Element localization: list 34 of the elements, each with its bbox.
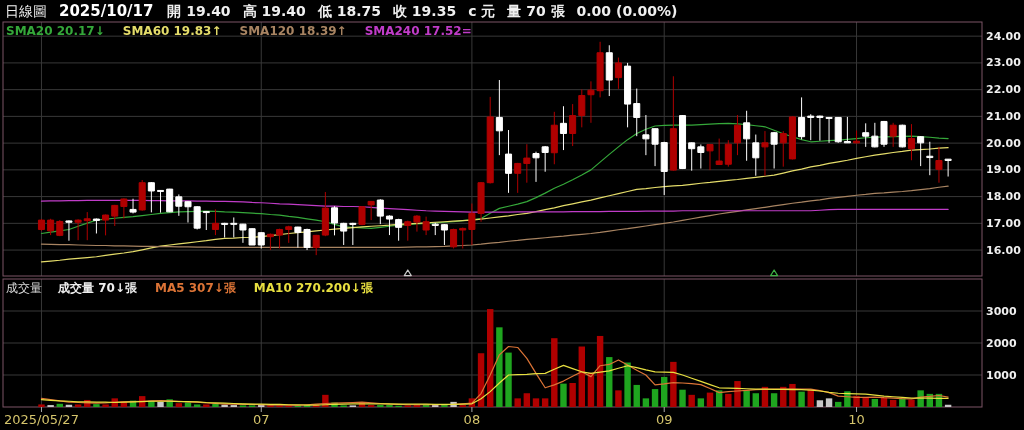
text: SMA60 19.83↑ [122, 24, 222, 38]
y-tick-label: 17.00 [986, 216, 1022, 230]
chart-title: 成交量 [6, 281, 42, 295]
text: 0.00 (0.00%) [576, 3, 678, 19]
x-tick-label: 08 [463, 412, 481, 427]
text: SMA240 17.52= [364, 24, 472, 38]
x-tick-label: 09 [655, 412, 673, 427]
y-tick-label: 20.00 [986, 136, 1022, 150]
x-tick-label: 07 [252, 412, 270, 427]
y-tick-label: 21.00 [986, 109, 1022, 123]
text: 高 19.40 [242, 3, 307, 19]
y-tick-label: 22.00 [986, 83, 1022, 97]
y-tick-label: 24.00 [986, 29, 1022, 43]
text: SMA20 20.17↓ [6, 24, 105, 38]
text: 成交量 70↓張 [57, 281, 138, 295]
text: SMA120 18.39↑ [239, 24, 347, 38]
text: 量 70 張 [506, 3, 566, 19]
text: MA10 270.200↓張 [253, 281, 374, 295]
y-tick-label: 18.00 [986, 190, 1022, 204]
y-tick-label: 1000 [986, 368, 1017, 382]
y-tick-label: 23.00 [986, 56, 1022, 70]
y-tick-label: 19.00 [986, 163, 1022, 177]
text: 開 19.40 [167, 3, 231, 19]
chart-title: 日線圖 [5, 3, 47, 19]
y-tick-label: 2000 [986, 336, 1017, 350]
text: 收 19.35 [392, 3, 457, 19]
y-tick-label: 3000 [986, 304, 1017, 318]
chart-subtitle: 2025/10/17 [59, 2, 154, 20]
text: MA5 307↓張 [154, 281, 237, 295]
text: 低 18.75 [316, 3, 381, 19]
y-tick-label: 16.00 [986, 243, 1022, 257]
x-tick-label: 10 [848, 412, 865, 427]
text: c 元 [468, 3, 496, 19]
x-tick-label: 2025/05/27 [4, 412, 79, 427]
